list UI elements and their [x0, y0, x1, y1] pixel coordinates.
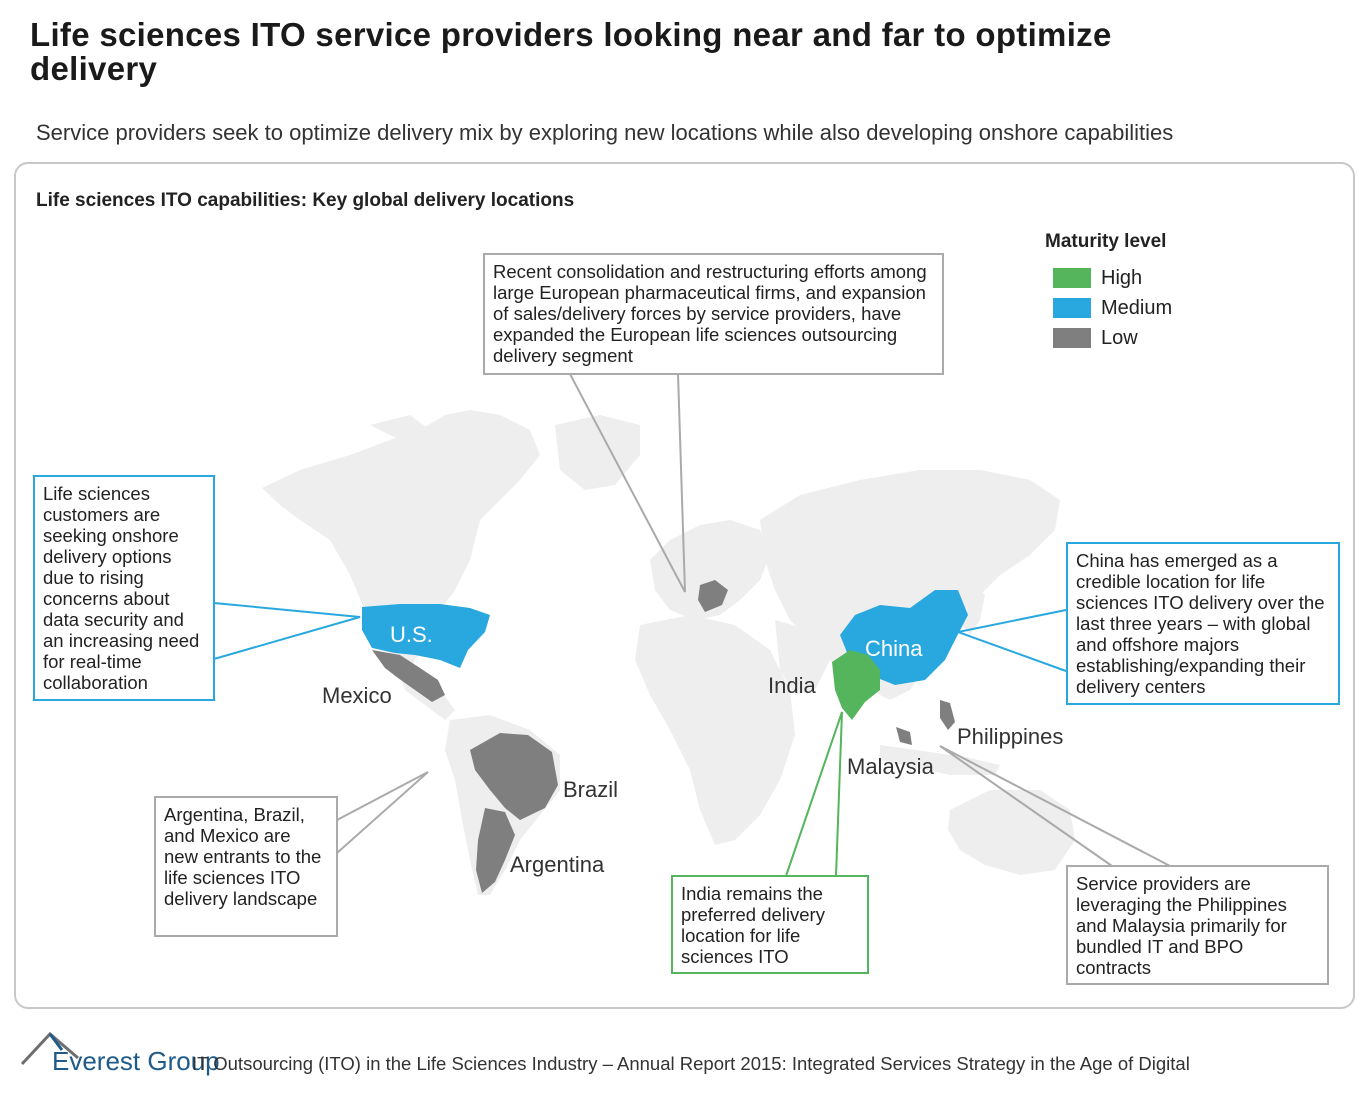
- brazil-region: [470, 733, 558, 820]
- footer-report-title: IT Outsourcing (ITO) in the Life Science…: [192, 1053, 1190, 1074]
- legend-item-low: Low: [1045, 323, 1172, 353]
- india-label: India: [768, 673, 816, 698]
- philippines-label: Philippines: [957, 724, 1064, 749]
- map-panel: [14, 162, 1355, 1009]
- brazil-label: Brazil: [563, 777, 619, 802]
- page-title: Life sciences ITO service providers look…: [30, 16, 1112, 87]
- sea-callout: Service providers are leveraging the Phi…: [1066, 865, 1329, 985]
- malaysia-region: [896, 727, 912, 745]
- malaysia-label: Malaysia: [847, 754, 934, 779]
- panel-title: Life sciences ITO capabilities: Key glob…: [36, 190, 575, 211]
- latam-connector: [336, 771, 429, 854]
- us-region: [362, 604, 490, 668]
- world-landmass: [262, 410, 1095, 895]
- legend-item-high: High: [1045, 263, 1172, 293]
- us-callout: Life sciences customers are seeking onsh…: [33, 475, 215, 701]
- mexico-label: Mexico: [322, 683, 392, 708]
- mexico-region: [372, 650, 445, 702]
- india-callout: India remains the preferred delivery loc…: [671, 875, 869, 974]
- legend-title: Maturity level: [1045, 231, 1167, 252]
- sea-connector: [939, 745, 1171, 867]
- europe-connector: [569, 373, 686, 593]
- europe-callout: Recent consolidation and restructuring e…: [483, 253, 944, 375]
- latam-callout: Argentina, Brazil, and Mexico are new en…: [154, 796, 338, 937]
- philippines-region: [940, 700, 955, 730]
- china-label: China: [865, 636, 923, 661]
- maturity-legend: Maturity level High Medium Low: [1045, 231, 1172, 353]
- everest-logo-text: Everest Group: [52, 1046, 220, 1076]
- india-region: [832, 650, 880, 720]
- china-callout: China has emerged as a credible location…: [1066, 542, 1340, 705]
- page-subtitle: Service providers seek to optimize deliv…: [36, 120, 1174, 145]
- medium-swatch: [1053, 298, 1091, 318]
- legend-item-medium: Medium: [1045, 293, 1172, 323]
- argentina-label: Argentina: [510, 852, 605, 877]
- low-swatch: [1053, 328, 1091, 348]
- us-connector: [213, 602, 361, 660]
- high-swatch: [1053, 268, 1091, 288]
- argentina-region: [476, 808, 515, 893]
- legend-label: High: [1101, 266, 1143, 289]
- everest-logo-icon: [20, 1031, 79, 1066]
- legend-label: Medium: [1101, 296, 1173, 319]
- legend-label: Low: [1101, 326, 1138, 349]
- us-label: U.S.: [390, 622, 433, 647]
- china-connector: [954, 609, 1067, 672]
- india-connector: [785, 711, 843, 877]
- europe-region: [698, 580, 728, 612]
